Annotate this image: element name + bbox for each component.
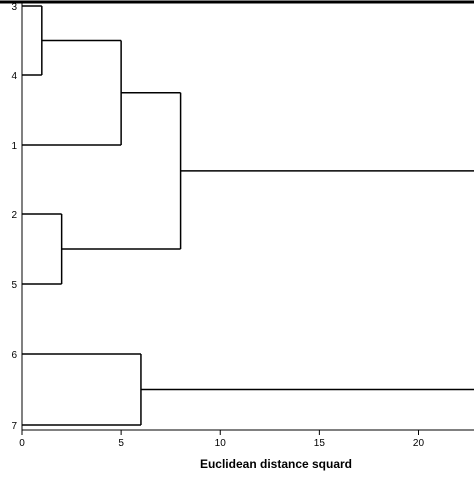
leaf-label: 1 (11, 141, 17, 152)
x-ticks: 0 5 10 15 20 (19, 430, 424, 449)
x-tick-label: 15 (314, 438, 326, 449)
leaf-label: 2 (11, 210, 17, 221)
leaf-labels: 3 4 1 2 5 6 7 (11, 2, 17, 432)
leaf-label: 4 (11, 71, 17, 82)
x-tick-label: 20 (413, 438, 425, 449)
leaf-label: 3 (11, 2, 17, 13)
x-tick-label: 0 (19, 438, 25, 449)
leaf-label: 5 (11, 280, 17, 291)
leaf-label: 7 (11, 421, 17, 432)
leaf-label: 6 (11, 350, 17, 361)
x-tick-label: 10 (215, 438, 227, 449)
dendrogram-branches (22, 5, 474, 426)
x-axis-title: Euclidean distance squard (200, 457, 352, 471)
x-tick-label: 5 (118, 438, 124, 449)
